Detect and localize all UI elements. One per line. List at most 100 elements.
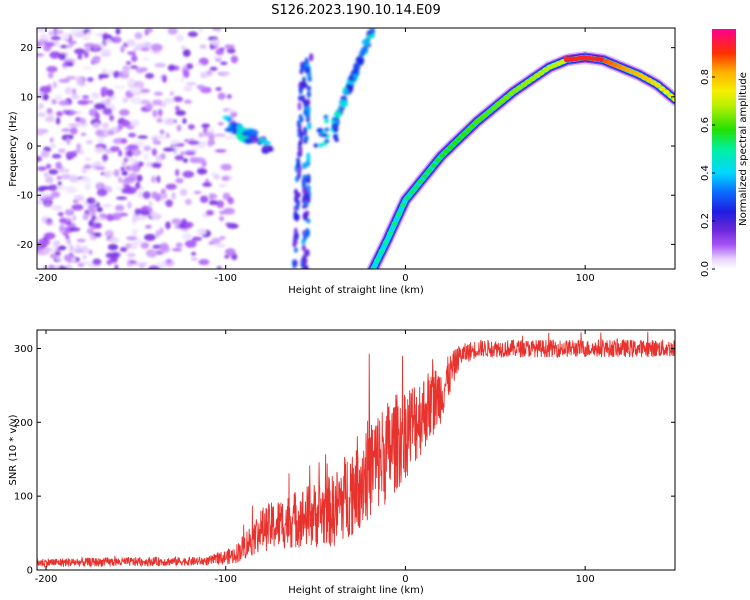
spectrogram-cell (369, 28, 376, 34)
ridge-bead (503, 94, 510, 100)
spectrogram-cell (56, 175, 62, 181)
spectrogram-cell (213, 174, 220, 180)
spectrogram-cell (84, 45, 91, 53)
spectrogram-cell (218, 216, 225, 222)
spectrogram-cell (143, 145, 152, 152)
spectrogram-cell (224, 255, 230, 259)
spectrogram-cell (65, 234, 70, 240)
spectrogram-cell (145, 73, 155, 79)
spectrogram-cell (131, 54, 138, 63)
ridge-bead (374, 257, 381, 263)
spectrogram-cell (37, 155, 43, 162)
ridge-bead (434, 157, 441, 163)
spectrogram-cell (58, 78, 71, 83)
spectrogram-cell (108, 236, 120, 244)
y-tick-label: 0 (27, 566, 33, 577)
spectrogram-cell (45, 41, 55, 47)
spectrogram-cell (86, 77, 94, 82)
spectrogram-cell (170, 139, 181, 145)
spectrogram-cell (225, 222, 234, 226)
spectrogram-cell (216, 266, 222, 269)
spectrogram-cell (59, 224, 65, 233)
spectrogram-cell (131, 148, 142, 157)
spectrogram-cell (68, 110, 78, 115)
spectrogram-cell (95, 129, 104, 137)
spectrogram-cell (333, 128, 339, 133)
spectrogram-cell (62, 231, 69, 236)
spectrogram-cell (131, 216, 140, 221)
spectrogram-cell (298, 129, 303, 137)
spectrogram-cell (82, 95, 90, 99)
spectrogram-cell (127, 149, 133, 158)
ridge-bead (482, 112, 489, 118)
spectrogram-cell (40, 33, 48, 41)
spectrogram-cell (56, 111, 63, 117)
spectrogram-cell (127, 132, 137, 138)
spectrogram-cell (182, 49, 191, 57)
spectrogram-cell (151, 148, 157, 157)
spectrogram-cell (303, 249, 309, 257)
spectrogram-cell (82, 213, 89, 221)
spectrogram-cell (221, 175, 230, 182)
spectrogram-cell (302, 163, 308, 169)
spectrogram-cell (183, 99, 193, 104)
spectrogram-cell (211, 237, 221, 244)
spectrogram-cell (144, 233, 156, 241)
spectrogram-cell (65, 151, 78, 159)
spectrogram-cell (95, 223, 101, 229)
spectrogram-cell (83, 164, 92, 170)
spectrogram-cell (313, 143, 319, 148)
spectrogram-cell (93, 232, 102, 238)
spectrogram-cell (88, 207, 97, 213)
spectrogram-cell (224, 248, 236, 256)
spectrogram-cell (106, 89, 115, 97)
spectrogram-cell (37, 128, 45, 136)
spectrogram-cell (91, 215, 97, 221)
ridge-bead (456, 136, 463, 142)
spectrogram-cell (117, 176, 123, 183)
spectrogram-cell (304, 65, 309, 74)
spectrogram-cell (94, 103, 106, 110)
spectrogram-cell (306, 196, 311, 204)
spectrogram-cell (175, 110, 186, 116)
ridge-bead (507, 91, 515, 97)
spectrogram-cell (163, 147, 175, 152)
spectrogram-cell (77, 53, 83, 60)
spectrogram-cell (202, 132, 215, 137)
ridge-bead (529, 76, 536, 82)
spectrogram-cell (57, 148, 66, 154)
spectrogram-cell (196, 84, 205, 90)
spectrogram-cell (169, 91, 174, 96)
x-tick-label: -100 (214, 273, 237, 284)
spectrogram-cell (106, 259, 112, 265)
spectrogram-cell (114, 204, 125, 212)
spectrogram-cell (210, 39, 221, 46)
spectrogram-cell (89, 211, 96, 217)
spectrogram-cell (37, 251, 49, 256)
ridge-bead (533, 73, 541, 79)
spectrogram-cell (146, 250, 158, 258)
spectrogram-cell (150, 43, 163, 52)
spectrogram-cell (126, 39, 136, 47)
spectrogram-cell (148, 200, 153, 208)
spectrogram-cell (160, 153, 166, 160)
spectrogram-cell (303, 82, 308, 89)
spectrogram-cell (94, 112, 100, 121)
spectrogram-cell (219, 236, 226, 240)
ridge-bead (663, 89, 670, 95)
spectrogram-cell (120, 166, 126, 172)
spectrogram-cell (166, 258, 172, 264)
spectrogram-cell (120, 138, 128, 144)
spectrogram-cell (80, 132, 87, 137)
spectrogram-cell (124, 186, 137, 195)
spectrogram-cell (69, 127, 78, 135)
ridge-bead (400, 202, 407, 208)
spectrogram-cell (172, 247, 182, 252)
spectrogram-cell (118, 150, 123, 157)
spectrogram-cell (203, 127, 208, 134)
colorbar-gradient (712, 29, 736, 269)
y-tick-label: 200 (14, 418, 33, 429)
spectrogram-x-ticks: -200 -100 0 100 (35, 28, 595, 284)
spectrogram-cell (165, 132, 171, 139)
spectrogram-cell (201, 123, 211, 129)
